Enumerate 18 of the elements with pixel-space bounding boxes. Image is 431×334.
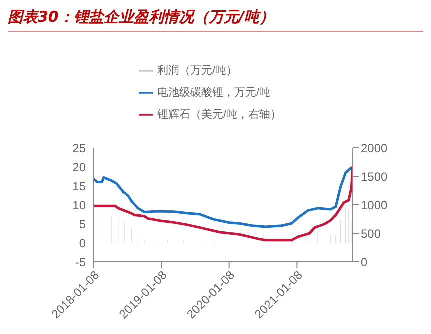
line-series: [94, 164, 353, 242]
y-tick-label: 5: [79, 217, 86, 232]
y2-tick-label: 1000: [361, 198, 388, 212]
y-tick-label: 20: [72, 160, 86, 174]
y2-tick-label: 0: [361, 255, 368, 270]
y-tick-label: 10: [72, 198, 86, 212]
y2-tick-label: 1500: [361, 170, 388, 184]
legend-label: 锂辉石（美元/吨，右轴）: [157, 109, 282, 121]
y-tick-label: 25: [72, 141, 86, 156]
y2-tick-label: 2000: [361, 141, 388, 156]
y-tick-label: 0: [79, 236, 86, 250]
y-tick-label: 15: [72, 179, 86, 194]
y2-tick-label: 500: [361, 226, 382, 241]
chart-title: 图表30：锂盐企业盈利情况（万元/吨）: [8, 8, 423, 32]
legend-label: 电池级碳酸锂，万元/吨: [157, 87, 271, 99]
y-tick-label: -5: [75, 255, 86, 270]
legend-label: 利润（万元/吨）: [157, 65, 238, 77]
line-series: [94, 166, 353, 228]
